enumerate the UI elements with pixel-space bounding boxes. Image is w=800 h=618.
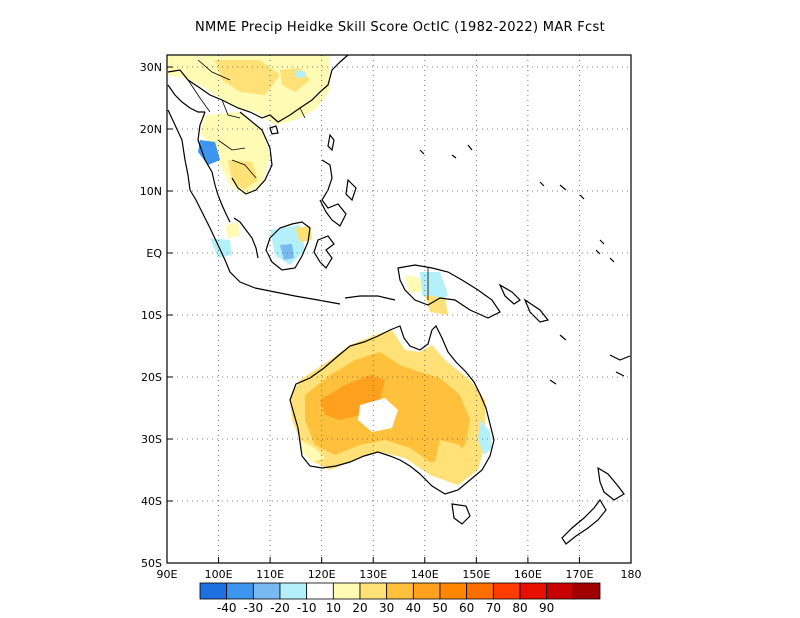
lat-label: 10N [140, 185, 162, 198]
country-borders [187, 59, 429, 300]
map-frame [166, 54, 632, 564]
colorbar-label: 10 [326, 601, 341, 615]
colorbar-swatch [439, 582, 468, 600]
lon-label: 90E [157, 568, 178, 581]
colorbar-label: 50 [432, 601, 447, 615]
latitude-labels: 30N 20N 10N EQ 10S 20S 30S 40S 50S [140, 61, 163, 570]
colorbar-label: -20 [270, 601, 290, 615]
lat-label: 20N [140, 123, 162, 136]
lat-label: 50S [141, 557, 162, 570]
lon-label: 110E [256, 568, 284, 581]
colorbar-swatch [546, 582, 574, 600]
colorbar-labels: -40 -30 -20 -10 10 20 30 40 50 60 70 80 90 [217, 601, 554, 615]
longitude-labels: 90E 100E 110E 120E 130E 140E 150E 160E 170E 180 [157, 568, 642, 581]
lat-label: 20S [141, 371, 162, 384]
colorbar-swatch [199, 582, 228, 600]
colorbar-swatch [412, 582, 441, 600]
colorbar-label: -30 [244, 601, 264, 615]
colorbar-label: 70 [486, 601, 501, 615]
lat-label: 10S [141, 309, 162, 322]
lat-label: 40S [141, 495, 162, 508]
lon-label: 150E [462, 568, 490, 581]
colorbar-swatch [492, 582, 521, 600]
colorbar-label: 20 [352, 601, 367, 615]
colorbar-swatch [386, 582, 414, 600]
colorbar-label: 80 [512, 601, 527, 615]
colorbar-swatch [466, 582, 494, 600]
lon-label: 120E [308, 568, 336, 581]
lat-label: 30S [141, 433, 162, 446]
lat-label: 30N [140, 61, 162, 74]
chart-title: NMME Precip Heidke Skill Score OctIC (19… [195, 20, 605, 35]
colorbar-swatch [279, 582, 308, 600]
colorbar-swatch [359, 582, 388, 600]
lon-label: 100E [205, 568, 233, 581]
skill-shading [168, 55, 492, 485]
lon-label: 140E [411, 568, 439, 581]
colorbar-swatch [332, 582, 361, 600]
colorbar-label: 30 [379, 601, 394, 615]
colorbar-label: -10 [297, 601, 317, 615]
colorbar-swatch [252, 582, 281, 600]
colorbar-swatch [519, 582, 548, 600]
colorbar [199, 582, 601, 600]
colorbar-swatch [306, 582, 334, 600]
colorbar-label: -40 [217, 601, 237, 615]
colorbar-label: 40 [406, 601, 421, 615]
colorbar-label: 60 [459, 601, 474, 615]
lon-label: 130E [359, 568, 387, 581]
axis-ticks [166, 66, 632, 564]
colorbar-swatch [226, 582, 254, 600]
lon-label: 180 [621, 568, 642, 581]
lon-label: 170E [565, 568, 593, 581]
lon-label: 160E [514, 568, 542, 581]
lat-label: EQ [146, 247, 162, 260]
colorbar-label: 90 [539, 601, 554, 615]
colorbar-swatch [572, 582, 601, 600]
